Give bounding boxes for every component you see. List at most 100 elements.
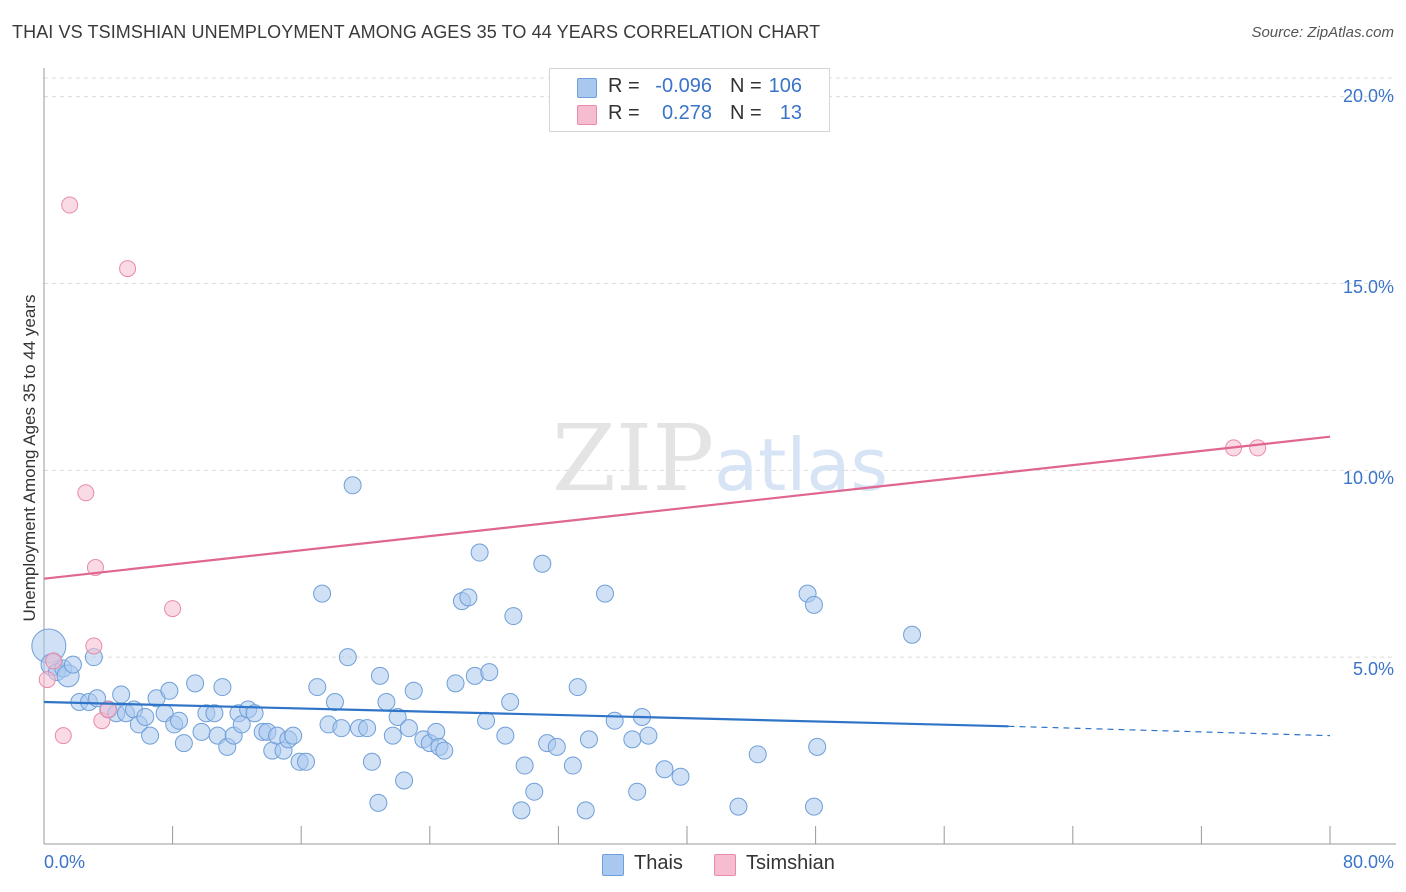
thais-point — [808, 737, 827, 756]
n-label: N = — [730, 75, 762, 97]
thais-swatch — [577, 78, 597, 98]
tsimshian-point — [38, 671, 56, 689]
thais-point — [174, 734, 193, 753]
thais-point — [470, 543, 489, 562]
tsimshian-swatch — [577, 105, 597, 125]
thais-point — [480, 663, 499, 682]
r-value: -0.096 — [655, 75, 712, 97]
thais-point — [170, 711, 189, 730]
thais-point — [297, 752, 316, 771]
thais-point — [525, 782, 544, 801]
thais-point — [399, 719, 418, 738]
r-label: R = — [608, 102, 640, 124]
thais-point — [245, 704, 264, 723]
thais-point — [369, 793, 388, 812]
thais-point — [804, 595, 823, 614]
y-tick-label: 5.0% — [1352, 659, 1394, 679]
thais-point — [512, 801, 531, 820]
thais-point — [605, 711, 624, 730]
thais-point — [501, 693, 520, 712]
r-value: 0.278 — [661, 102, 712, 124]
tsimshian-point — [99, 700, 117, 718]
thais-point — [655, 760, 674, 779]
thais-point — [477, 711, 496, 730]
thais-point — [284, 726, 303, 745]
r-label: R = — [608, 75, 640, 97]
thais-point — [563, 756, 582, 775]
thais-point — [628, 782, 647, 801]
x-tick-label-max: 80.0% — [1342, 852, 1394, 872]
thais-point — [459, 588, 478, 607]
thais-point — [748, 745, 767, 764]
thais-point — [729, 797, 748, 816]
tsimshian-point — [45, 652, 63, 670]
thais-point — [232, 715, 251, 734]
thais-point — [903, 625, 922, 644]
tsimshian-trend-line — [43, 435, 1331, 580]
thais-point — [804, 797, 823, 816]
watermark-atlas: atlas — [714, 423, 888, 507]
tsimshian-point — [164, 600, 182, 618]
thais-point — [427, 722, 446, 741]
thais-point — [446, 674, 465, 693]
thais-point — [579, 730, 598, 749]
tsimshian-point — [54, 727, 72, 745]
thais-point — [504, 607, 523, 626]
thais-point — [623, 730, 642, 749]
thais-point — [186, 674, 205, 693]
tsimshian-point — [119, 260, 137, 278]
thais-point — [515, 756, 534, 775]
thais-point — [160, 681, 179, 700]
thais-point — [313, 584, 332, 603]
thais-trend-extension — [1008, 725, 1331, 737]
thais-point — [141, 726, 160, 745]
y-tick-label: 15.0% — [1342, 277, 1394, 297]
thais-point — [377, 693, 396, 712]
chart-title: THAI VS TSIMSHIAN UNEMPLOYMENT AMONG AGE… — [12, 22, 821, 42]
thais-point — [308, 678, 327, 697]
thais-legend-swatch — [602, 854, 624, 876]
thais-point — [533, 554, 552, 573]
tsimshian-point — [61, 196, 79, 214]
legend-row-thais: R = -0.096 N = 106 — [550, 75, 829, 101]
thais-point — [370, 666, 389, 685]
thais-point — [639, 726, 658, 745]
y-tick-label: 20.0% — [1342, 86, 1394, 106]
thais-point — [136, 707, 155, 726]
thais-point — [362, 752, 381, 771]
thais-point — [205, 704, 224, 723]
thais-point — [547, 737, 566, 756]
source-label: Source: ZipAtlas.com — [1251, 24, 1394, 41]
thais-point — [435, 741, 454, 760]
y-tick-label: 10.0% — [1342, 468, 1394, 488]
tsimshian-point — [1249, 439, 1267, 457]
tsimshian-point — [85, 637, 103, 655]
x-tick-label-min: 0.0% — [44, 852, 86, 872]
watermark-zip: ZIP — [552, 405, 714, 512]
thais-point — [596, 584, 615, 603]
thais-legend-label: Thais — [634, 852, 683, 874]
thais-point — [338, 648, 357, 667]
tsimshian-legend-label: Tsimshian — [746, 852, 835, 874]
tsimshian-point — [77, 484, 95, 502]
thais-point — [192, 722, 211, 741]
thais-point — [395, 771, 414, 790]
n-value: 106 — [768, 75, 802, 97]
legend-row-tsimshian: R = 0.278 N = 13 — [550, 102, 829, 128]
thais-point — [358, 719, 377, 738]
thais-point — [213, 678, 232, 697]
thais-point — [671, 767, 690, 786]
thais-point — [383, 726, 402, 745]
thais-point — [112, 685, 131, 704]
n-value: 13 — [779, 102, 802, 124]
thais-point — [388, 707, 407, 726]
thais-point — [568, 678, 587, 697]
thais-point — [332, 719, 351, 738]
tsimshian-legend-swatch — [714, 854, 736, 876]
n-label: N = — [730, 102, 762, 124]
thais-point — [576, 801, 595, 820]
thais-point — [343, 476, 362, 495]
thais-point — [63, 655, 82, 674]
thais-point — [404, 681, 423, 700]
